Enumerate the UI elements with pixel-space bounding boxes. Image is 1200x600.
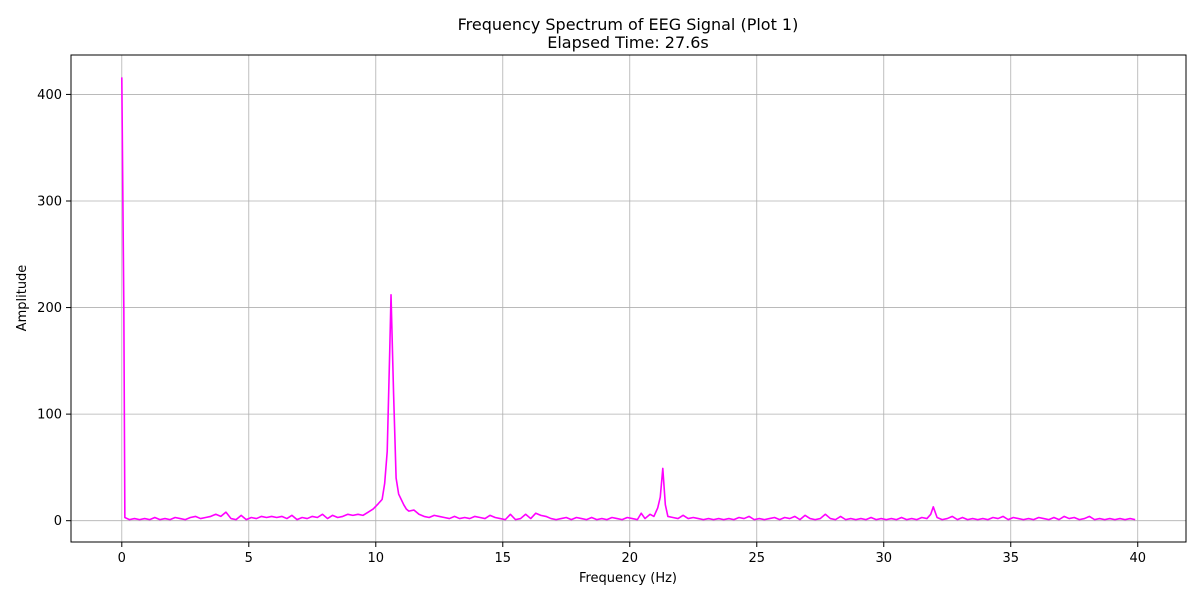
x-axis-ticks: 0 5 10 15 20 25 30 35 40 bbox=[118, 542, 1146, 566]
y-tick-label: 100 bbox=[37, 408, 62, 423]
y-tick-label: 300 bbox=[37, 194, 62, 209]
x-tick-label: 35 bbox=[1002, 551, 1019, 566]
chart-subtitle: Elapsed Time: 27.6s bbox=[547, 33, 709, 52]
grid-lines bbox=[71, 55, 1186, 542]
x-tick-label: 10 bbox=[368, 551, 385, 566]
y-axis-label: Amplitude bbox=[15, 265, 30, 332]
x-tick-label: 30 bbox=[875, 551, 892, 566]
x-tick-label: 0 bbox=[118, 551, 126, 566]
y-tick-label: 0 bbox=[54, 514, 62, 529]
x-tick-label: 25 bbox=[748, 551, 765, 566]
y-tick-label: 400 bbox=[37, 88, 62, 103]
x-tick-label: 20 bbox=[621, 551, 638, 566]
x-tick-label: 5 bbox=[245, 551, 253, 566]
plot-frame bbox=[70, 54, 1187, 543]
chart-title: Frequency Spectrum of EEG Signal (Plot 1… bbox=[458, 15, 799, 34]
y-axis-ticks: 0 100 200 300 400 bbox=[37, 88, 71, 529]
x-tick-label: 40 bbox=[1129, 551, 1146, 566]
y-tick-label: 200 bbox=[37, 301, 62, 316]
x-tick-label: 15 bbox=[495, 551, 512, 566]
series-layer bbox=[121, 77, 1136, 521]
series-line bbox=[121, 77, 1136, 521]
x-axis-label: Frequency (Hz) bbox=[579, 571, 677, 586]
